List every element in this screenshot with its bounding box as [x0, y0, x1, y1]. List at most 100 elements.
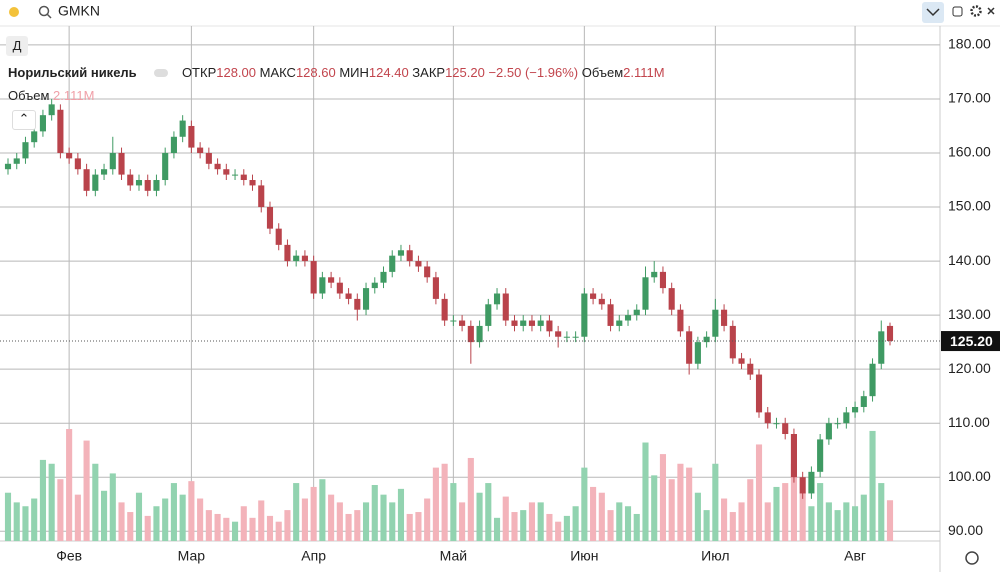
- volume-bar: [511, 512, 518, 541]
- volume-bar: [869, 430, 876, 541]
- close-icon[interactable]: [987, 7, 995, 15]
- candle-body: [266, 207, 274, 229]
- candle-body: [493, 293, 501, 305]
- candle-body: [170, 136, 177, 153]
- volume-bar: [755, 444, 763, 541]
- candle-body: [415, 261, 422, 267]
- volume-bar: [179, 494, 186, 541]
- volume-bar: [240, 506, 247, 541]
- candle-body: [459, 320, 466, 326]
- volume-bar: [651, 475, 658, 541]
- legend: Норильский никель ОТКР128.00 МАКС128.60 …: [8, 65, 665, 80]
- candle-body: [380, 271, 387, 283]
- candle-body: [397, 250, 405, 256]
- candle-body: [686, 331, 693, 364]
- volume-bar: [581, 467, 588, 541]
- volume-bar: [144, 515, 151, 541]
- candle-body: [773, 423, 780, 425]
- volume-bar: [555, 521, 562, 541]
- candle-body: [231, 174, 239, 176]
- candle-body: [450, 320, 457, 322]
- volume-legend-label: Объем: [8, 88, 50, 103]
- candle-body: [74, 158, 81, 170]
- volume-bar: [642, 442, 649, 541]
- volume-bar: [624, 506, 632, 541]
- candle-body: [869, 363, 876, 397]
- volume-bar: [66, 429, 73, 541]
- volume-bar: [459, 502, 466, 541]
- candle-body: [677, 309, 684, 332]
- volume-bar: [703, 510, 710, 541]
- volume-bar: [729, 512, 736, 541]
- candle-body: [624, 315, 632, 321]
- volume-bar: [659, 454, 667, 541]
- x-tick-label: Июл: [701, 548, 729, 564]
- candle-body: [598, 298, 605, 305]
- candle-body: [511, 320, 518, 326]
- volume-bar: [432, 467, 439, 541]
- candle-body: [834, 423, 841, 425]
- volume-bar: [528, 502, 536, 541]
- candle-body: [144, 180, 151, 191]
- candle-body: [345, 293, 352, 299]
- volume-bar: [450, 483, 457, 541]
- volume-bar: [424, 498, 431, 541]
- candle-body: [83, 169, 90, 191]
- y-tick-label: 110.00: [948, 414, 990, 430]
- volume-bar: [502, 496, 509, 541]
- volume-bar: [109, 473, 116, 541]
- volume-bar: [694, 492, 701, 541]
- candle-body: [57, 109, 64, 153]
- candle-body: [878, 331, 885, 364]
- volume-bar: [354, 510, 361, 541]
- candle-body: [747, 363, 754, 375]
- volume-bar: [799, 492, 806, 541]
- candle-body: [135, 180, 143, 186]
- axis-settings[interactable]: [965, 551, 979, 565]
- legend-toggle[interactable]: [154, 69, 169, 77]
- volume-bar: [493, 517, 501, 541]
- dropdown-button[interactable]: [922, 2, 944, 23]
- volume-bar: [808, 506, 815, 541]
- volume-bar: [214, 513, 221, 541]
- candle-body: [860, 396, 867, 407]
- settings-icon[interactable]: [970, 5, 982, 17]
- volume-bar: [153, 506, 160, 541]
- search-icon[interactable]: [38, 5, 50, 17]
- volume-bar: [275, 521, 282, 541]
- last-price-label: 125.20: [950, 333, 993, 349]
- low-label: МИН: [339, 65, 369, 80]
- volume-bar: [878, 483, 885, 541]
- candle-body: [886, 325, 894, 342]
- volume-bar: [633, 513, 640, 541]
- candle-body: [520, 320, 527, 326]
- window-dot: [9, 7, 19, 17]
- volume-legend: Объем 2.111M: [8, 88, 94, 103]
- window-icon[interactable]: [952, 6, 963, 17]
- volume-bar: [563, 515, 570, 541]
- candle-body: [424, 266, 431, 278]
- candle-body: [790, 434, 797, 478]
- volume-bar: [22, 506, 29, 541]
- volume-bar: [415, 512, 422, 541]
- volume-bar: [301, 498, 308, 541]
- candle-body: [659, 271, 667, 289]
- interval-button[interactable]: Д: [6, 36, 28, 56]
- volume-bar: [48, 463, 55, 541]
- symbol[interactable]: GMKN: [58, 3, 100, 19]
- y-tick-label: 120.00: [948, 360, 991, 376]
- candle-body: [485, 304, 492, 326]
- volume-bar: [790, 463, 797, 541]
- open-label: ОТКР: [181, 65, 217, 80]
- candle-body: [572, 336, 579, 338]
- volume-bar: [747, 479, 754, 541]
- candle-body: [258, 185, 265, 208]
- low-value: 124.40: [368, 65, 409, 80]
- dropdown-icon: [926, 8, 940, 17]
- volume-bar: [572, 506, 579, 541]
- collapse-button[interactable]: ⌃: [12, 110, 36, 130]
- candle-body: [738, 358, 745, 364]
- candle-body: [240, 174, 247, 181]
- candle-body: [179, 120, 186, 137]
- y-tick-label: 160.00: [948, 144, 991, 160]
